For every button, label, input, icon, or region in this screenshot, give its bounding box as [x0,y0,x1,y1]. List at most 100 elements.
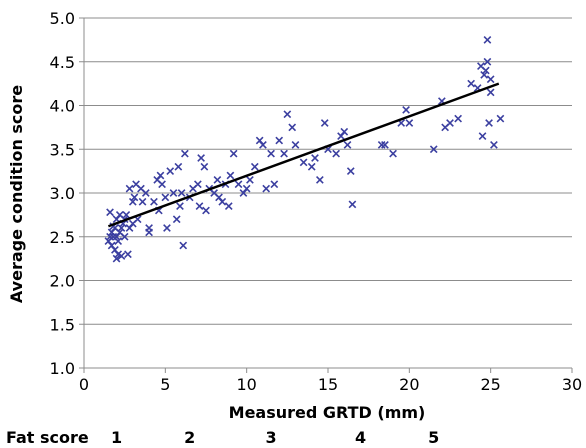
data-point-104 [467,79,476,88]
data-point-87 [332,149,340,158]
data-point-68 [242,184,251,193]
data-point-75 [270,180,279,189]
gridlines [84,17,572,369]
x-tick-label-0: 0 [79,375,89,394]
data-point-84 [316,176,324,184]
y-tick-label-4: 3.0 [50,184,75,203]
data-point-52 [194,180,202,189]
data-point-24 [125,184,134,193]
data-point-97 [402,106,410,114]
data-point-103 [454,114,462,123]
data-point-85 [320,119,329,127]
data-point-76 [275,136,284,145]
x-tick-label-3: 15 [318,375,338,394]
trendline [107,82,500,228]
data-point-12 [114,237,123,245]
data-point-80 [291,141,300,149]
data-point-61 [218,197,227,206]
data-point-69 [246,176,254,184]
x-axis-title: Measured GRTD (mm) [229,403,426,422]
data-point-110 [483,57,492,66]
data-point-111 [483,36,492,44]
data-point-81 [299,158,308,167]
data-point-79 [288,123,297,132]
fat-score-5: 5 [428,428,439,447]
data-point-16 [117,224,126,232]
data-point-48 [179,241,188,250]
y-tick-label-8: 5.0 [50,9,75,28]
y-tick-label-7: 4.5 [50,53,75,72]
data-point-92 [348,200,357,209]
fat-score-3: 3 [265,428,276,447]
data-point-72 [259,141,267,149]
tick-labels: 1.0 1.5 2.0 2.5 3.0 3.5 4.0 4.5 5.0 0 5 10 15 20 25 30 [50,9,583,394]
data-point-22 [124,250,132,259]
y-axis-title: Average condition score [7,85,26,303]
data-point-102 [446,119,454,127]
data-point-112 [485,119,493,127]
data-point-21 [122,211,131,219]
y-tick-label-1: 1.5 [50,315,75,334]
data-point-89 [340,127,349,136]
data-point-38 [156,171,165,180]
data-point-9 [112,254,121,263]
data-point-49 [180,149,189,158]
data-point-45 [174,162,183,171]
data-point-116 [496,114,505,123]
x-tick-label-1: 5 [160,375,170,394]
fat-score-2: 2 [184,428,195,447]
data-point-42 [166,167,175,175]
data-point-56 [202,206,210,215]
data-point-77 [280,149,288,158]
y-tick-label-2: 2.0 [50,272,75,291]
data-point-94 [381,141,389,149]
data-point-114 [486,75,495,84]
fat-score-4: 4 [355,428,366,447]
data-point-115 [490,141,498,149]
data-point-107 [478,132,487,140]
data-point-91 [346,167,355,175]
data-point-78 [283,110,292,119]
data-point-17 [117,252,126,260]
data-point-66 [234,180,243,189]
x-tick-label-4: 20 [399,375,419,394]
data-point-70 [250,162,259,171]
y-tick-label-0: 1.0 [50,359,75,378]
data-point-35 [150,197,158,206]
data-point-109 [481,66,490,75]
data-point-43 [169,189,178,197]
data-point-74 [267,149,275,158]
data-point-65 [229,149,238,158]
data-points [104,36,505,263]
fat-score-label: Fat score [6,428,89,447]
data-point-93 [377,141,386,149]
data-point-64 [226,171,235,180]
data-point-46 [176,202,184,210]
data-point-82 [307,162,316,171]
data-point-27 [130,193,139,202]
x-tick-label-6: 30 [562,375,582,394]
data-point-55 [200,162,209,171]
data-point-113 [486,88,495,97]
data-point-54 [197,154,205,162]
data-point-47 [177,189,186,197]
data-point-41 [163,224,171,232]
data-point-1 [106,232,114,241]
data-point-31 [138,197,147,206]
x-tick-label-5: 25 [480,375,500,394]
data-point-34 [145,228,153,237]
data-point-95 [389,149,397,158]
data-point-39 [158,180,166,189]
axes [79,17,573,373]
data-point-108 [480,71,489,79]
data-point-98 [405,119,414,127]
x-tick-label-2: 10 [236,375,256,394]
fat-score-1: 1 [111,428,122,447]
y-tick-label-6: 4.0 [50,97,75,116]
data-point-25 [128,197,137,206]
fat-score-values: 1 2 3 4 5 [111,428,439,447]
y-tick-label-5: 3.5 [50,140,75,159]
data-point-53 [195,202,204,210]
data-point-44 [172,215,181,224]
